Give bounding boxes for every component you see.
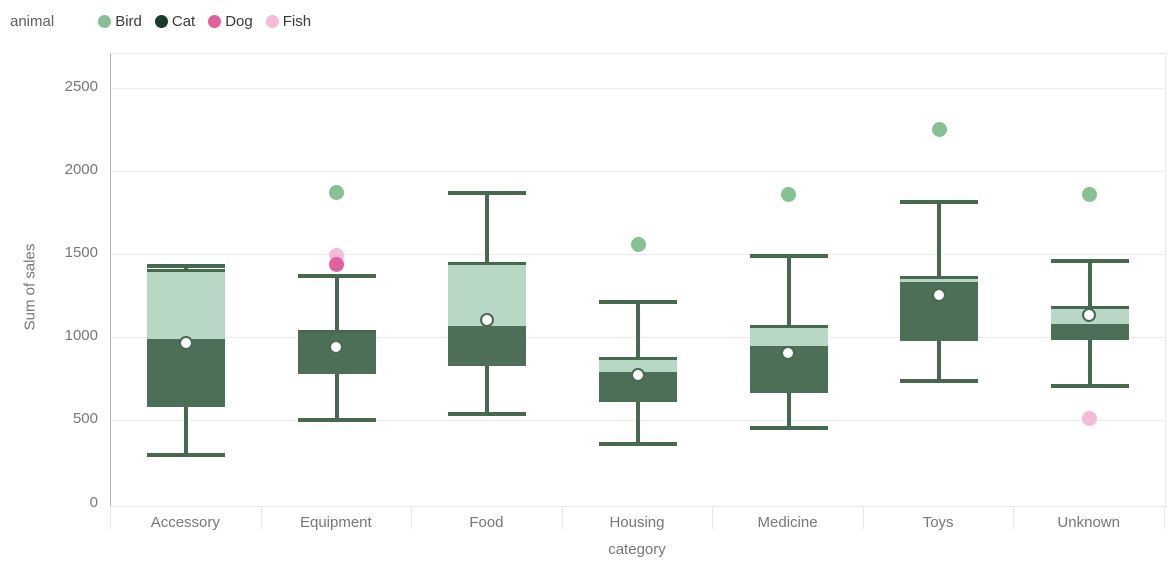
- x-axis-tick: [1013, 506, 1015, 529]
- whisker-cap-min-equipment: [297, 417, 376, 422]
- category-label: Toys: [922, 514, 954, 531]
- dog-color-dot-icon: [208, 14, 222, 28]
- whisker-top-food: [485, 192, 490, 263]
- category-label: Equipment: [299, 514, 372, 531]
- legend-item-label: Cat: [171, 12, 196, 30]
- mean-dot-toys[interactable]: [931, 288, 946, 303]
- legend-item-label: Fish: [282, 12, 312, 30]
- x-axis-tick: [712, 506, 714, 529]
- x-axis-title: category: [608, 541, 666, 558]
- legend-item-cat[interactable]: Cat: [154, 12, 196, 30]
- whisker-top-unknown: [1087, 260, 1092, 308]
- legend-item-dog[interactable]: Dog: [208, 13, 253, 30]
- category-label: Housing: [609, 514, 665, 531]
- whisker-cap-max-food: [448, 190, 527, 195]
- y-axis-tick-label: 0: [89, 493, 98, 511]
- cat-color-dot-icon: [154, 14, 168, 28]
- outlier-dot-bird-equipment[interactable]: [329, 185, 345, 201]
- whisker-top-equipment: [334, 275, 339, 332]
- legend: animal Bird Cat Dog Fish: [10, 9, 324, 33]
- box-top-edge-equipment: [297, 330, 376, 334]
- legend-title: animal: [10, 12, 55, 30]
- box-upper-housing[interactable]: [599, 358, 677, 373]
- whisker-bottom-housing: [636, 402, 640, 444]
- fish-color-dot-icon: [265, 14, 279, 28]
- y-axis-tick-label: 2500: [64, 78, 98, 95]
- legend-items: Bird Cat Dog Fish: [98, 13, 324, 30]
- y-axis-tick-label: 2000: [64, 161, 98, 179]
- box-top-edge-food: [448, 261, 527, 265]
- gridline: [111, 254, 1165, 256]
- x-axis-tick: [110, 506, 111, 529]
- whisker-cap-min-medicine: [749, 425, 828, 430]
- mean-dot-medicine[interactable]: [781, 346, 796, 361]
- outlier-dot-bird-unknown[interactable]: [1082, 186, 1098, 202]
- y-axis-tick-label: 1000: [64, 327, 98, 345]
- outlier-dot-bird-housing[interactable]: [630, 236, 646, 252]
- mean-dot-equipment[interactable]: [329, 339, 344, 354]
- mean-dot-housing[interactable]: [630, 368, 645, 383]
- whisker-cap-min-housing: [599, 441, 677, 446]
- box-lower-accessory[interactable]: [147, 338, 226, 408]
- outlier-dot-bird-medicine[interactable]: [781, 186, 797, 202]
- box-upper-accessory[interactable]: [147, 269, 226, 339]
- mean-dot-food[interactable]: [479, 313, 494, 328]
- whisker-cap-min-toys: [900, 379, 979, 384]
- whisker-cap-max-housing: [599, 300, 677, 305]
- whisker-cap-min-food: [448, 411, 527, 416]
- outlier-dot-bird-toys[interactable]: [931, 122, 947, 138]
- box-lower-food[interactable]: [448, 326, 527, 366]
- x-axis-tick: [411, 506, 413, 529]
- x-axis-tick: [260, 506, 262, 529]
- box-top-edge-housing: [599, 357, 677, 361]
- whisker-cap-max-accessory: [147, 263, 226, 268]
- box-top-edge-unknown: [1050, 306, 1129, 310]
- whisker-cap-min-accessory: [147, 453, 226, 458]
- box-upper-medicine[interactable]: [749, 325, 828, 347]
- legend-item-bird[interactable]: Bird: [98, 13, 142, 30]
- legend-item-fish[interactable]: Fish: [265, 12, 312, 30]
- category-label: Medicine: [757, 514, 818, 531]
- whisker-cap-min-unknown: [1050, 384, 1129, 389]
- whisker-bottom-unknown: [1087, 339, 1092, 387]
- outlier-dot-dog-equipment[interactable]: [329, 256, 345, 272]
- whisker-cap-max-equipment: [297, 273, 376, 278]
- whisker-top-toys: [937, 201, 942, 277]
- whisker-cap-max-unknown: [1050, 258, 1129, 263]
- whisker-cap-max-medicine: [749, 253, 828, 258]
- box-lower-unknown[interactable]: [1050, 324, 1129, 340]
- bird-color-dot-icon: [98, 14, 112, 28]
- whisker-cap-max-toys: [900, 199, 979, 204]
- box-top-edge-accessory: [147, 268, 226, 272]
- whisker-top-housing: [636, 302, 640, 359]
- box-upper-toys[interactable]: [900, 276, 979, 282]
- x-axis-tick: [561, 506, 563, 529]
- y-axis-tick-label: 1500: [64, 244, 98, 262]
- plot-area: [110, 53, 1166, 507]
- mean-dot-accessory[interactable]: [178, 335, 193, 350]
- x-axis-tick: [1164, 506, 1165, 529]
- legend-item-label: Dog: [225, 12, 253, 30]
- whisker-bottom-medicine: [786, 392, 791, 428]
- whisker-bottom-equipment: [334, 373, 339, 420]
- box-top-edge-medicine: [749, 324, 828, 328]
- gridline: [111, 88, 1165, 89]
- category-label: Accessory: [150, 514, 220, 531]
- whisker-bottom-accessory: [184, 407, 189, 456]
- whisker-bottom-toys: [937, 340, 942, 382]
- whisker-top-medicine: [786, 255, 791, 326]
- outlier-dot-fish-unknown[interactable]: [1082, 411, 1098, 427]
- y-axis-tick-label: 500: [72, 410, 98, 428]
- whisker-bottom-food: [485, 365, 490, 414]
- legend-item-label: Bird: [115, 12, 142, 30]
- category-label: Food: [469, 514, 504, 531]
- x-axis-tick: [862, 506, 864, 529]
- category-label: Unknown: [1057, 514, 1120, 531]
- whisker-top-accessory: [184, 265, 189, 270]
- mean-dot-unknown[interactable]: [1082, 308, 1097, 323]
- gridline: [111, 171, 1165, 173]
- box-top-edge-toys: [900, 275, 979, 279]
